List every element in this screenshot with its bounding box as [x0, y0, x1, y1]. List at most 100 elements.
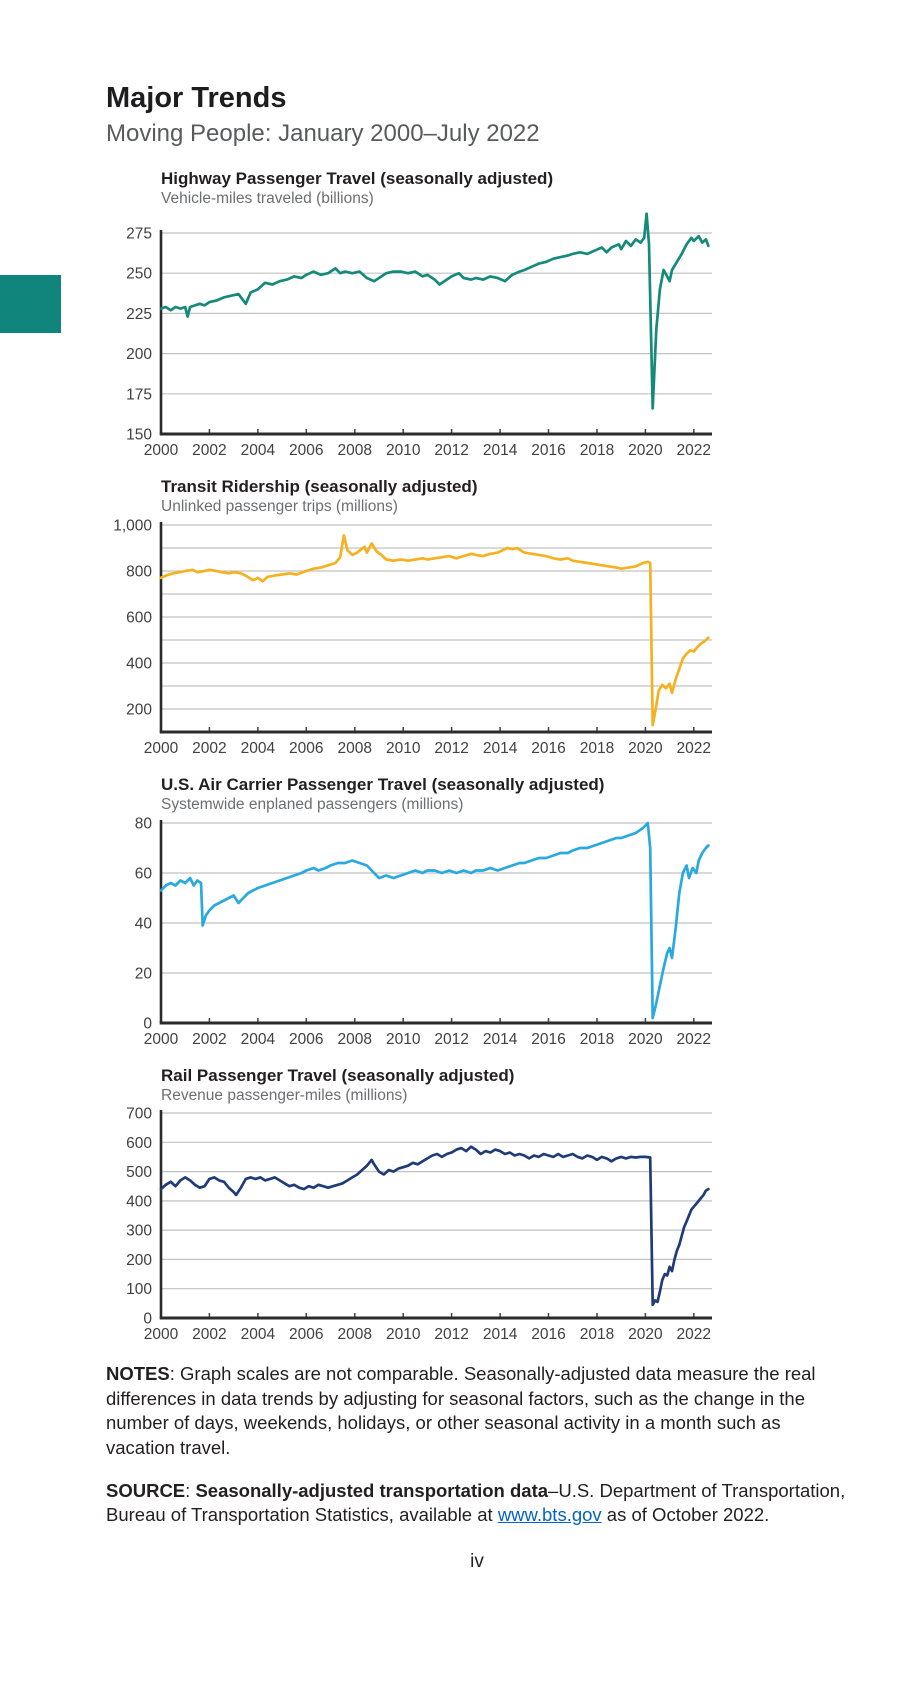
- page-subtitle: Moving People: January 2000–July 2022: [106, 120, 540, 147]
- svg-text:2014: 2014: [483, 442, 518, 459]
- svg-text:2002: 2002: [192, 442, 226, 459]
- transit-chart-plot: 1,000 800 600 400 200 2000 2002 2004 2006 2008 201…: [113, 517, 712, 757]
- svg-text:250: 250: [126, 266, 152, 283]
- svg-text:40: 40: [135, 915, 153, 932]
- notes-label: NOTES: [106, 1363, 170, 1385]
- svg-text:175: 175: [126, 386, 152, 403]
- svg-text:2010: 2010: [386, 1326, 421, 1343]
- svg-text:2022: 2022: [677, 1031, 711, 1048]
- svg-text:200: 200: [126, 346, 152, 363]
- svg-text:2012: 2012: [434, 1031, 468, 1048]
- svg-text:2006: 2006: [289, 442, 323, 459]
- highway-chart-title: Highway Passenger Travel (seasonally adj…: [161, 169, 554, 188]
- svg-text:2016: 2016: [531, 442, 565, 459]
- air-chart-ylabel: Systemwide enplaned passengers (millions…: [161, 795, 464, 813]
- page-number: iv: [470, 1551, 484, 1573]
- source-bold-title: Seasonally-adjusted transportation data: [195, 1479, 549, 1501]
- svg-text:400: 400: [126, 655, 152, 672]
- rail-chart-title: Rail Passenger Travel (seasonally adjust…: [161, 1065, 515, 1085]
- svg-text:2002: 2002: [192, 1031, 226, 1048]
- transit-chart-ylabel: Unlinked passenger trips (millions): [161, 498, 398, 516]
- svg-text:2000: 2000: [144, 1031, 179, 1048]
- svg-text:2012: 2012: [434, 1326, 468, 1343]
- svg-text:800: 800: [126, 563, 152, 580]
- source-tail: as of October 2022.: [601, 1503, 770, 1525]
- source-paragraph: SOURCE: Seasonally-adjusted transportati…: [106, 1479, 848, 1528]
- notes-text: : Graph scales are not comparable. Seaso…: [106, 1363, 816, 1458]
- svg-text:2004: 2004: [241, 1031, 276, 1048]
- svg-text:2006: 2006: [289, 1326, 323, 1343]
- svg-text:2010: 2010: [386, 442, 421, 459]
- svg-text:2018: 2018: [580, 442, 614, 459]
- svg-text:100: 100: [126, 1282, 152, 1299]
- svg-text:2016: 2016: [531, 1031, 565, 1048]
- page-title: Major Trends: [106, 82, 287, 114]
- svg-text:2008: 2008: [338, 442, 372, 459]
- svg-text:2000: 2000: [144, 1326, 179, 1343]
- svg-text:500: 500: [126, 1164, 152, 1181]
- svg-text:2018: 2018: [580, 1031, 614, 1048]
- svg-text:2016: 2016: [531, 1326, 565, 1343]
- svg-text:60: 60: [135, 865, 153, 882]
- svg-text:20: 20: [135, 965, 153, 982]
- charts-section: Highway Passenger Travel (seasonally adj…: [106, 168, 848, 1348]
- svg-text:150: 150: [126, 426, 152, 443]
- svg-text:2014: 2014: [483, 1031, 518, 1048]
- svg-text:2020: 2020: [628, 740, 663, 757]
- svg-text:2020: 2020: [628, 1326, 663, 1343]
- svg-text:80: 80: [135, 815, 153, 832]
- svg-text:200: 200: [126, 1252, 152, 1269]
- svg-text:400: 400: [126, 1194, 152, 1211]
- transit-chart-title: Transit Ridership (seasonally adjusted): [161, 476, 478, 496]
- svg-text:2000: 2000: [144, 442, 179, 459]
- transit-chart: Transit Ridership (seasonally adjusted) …: [106, 476, 848, 762]
- svg-text:2002: 2002: [192, 1326, 226, 1343]
- section-accent-tab: [0, 275, 61, 333]
- svg-text:2020: 2020: [628, 1031, 663, 1048]
- rail-chart-ylabel: Revenue passenger-miles (millions): [161, 1086, 408, 1104]
- svg-text:2010: 2010: [386, 740, 421, 757]
- svg-text:0: 0: [143, 1311, 152, 1328]
- svg-text:2014: 2014: [483, 1326, 518, 1343]
- svg-text:2006: 2006: [289, 1031, 323, 1048]
- svg-text:2012: 2012: [434, 740, 468, 757]
- svg-text:200: 200: [126, 701, 152, 718]
- svg-text:700: 700: [126, 1106, 152, 1123]
- svg-text:2018: 2018: [580, 740, 614, 757]
- svg-text:2022: 2022: [677, 1326, 711, 1343]
- page-content: Major Trends Moving People: January 2000…: [106, 82, 848, 1573]
- svg-text:2014: 2014: [483, 740, 518, 757]
- svg-text:2006: 2006: [289, 740, 323, 757]
- svg-text:275: 275: [126, 225, 152, 242]
- highway-chart: Highway Passenger Travel (seasonally adj…: [106, 168, 848, 464]
- svg-text:600: 600: [126, 1135, 152, 1152]
- svg-text:2012: 2012: [434, 442, 468, 459]
- source-sep: :: [185, 1479, 196, 1501]
- rail-chart: Rail Passenger Travel (seasonally adjust…: [106, 1065, 848, 1349]
- air-chart-title: U.S. Air Carrier Passenger Travel (seaso…: [161, 774, 605, 794]
- bts-gov-link[interactable]: www.bts.gov: [497, 1503, 602, 1525]
- svg-text:2004: 2004: [241, 1326, 276, 1343]
- svg-text:600: 600: [126, 609, 152, 626]
- highway-chart-ylabel: Vehicle-miles traveled (billions): [161, 190, 374, 208]
- source-label: SOURCE: [106, 1479, 186, 1501]
- svg-text:1,000: 1,000: [113, 517, 152, 534]
- svg-text:0: 0: [143, 1015, 152, 1032]
- air-chart: U.S. Air Carrier Passenger Travel (seaso…: [106, 774, 848, 1053]
- svg-text:2002: 2002: [192, 740, 226, 757]
- svg-text:2022: 2022: [677, 442, 711, 459]
- svg-text:2010: 2010: [386, 1031, 421, 1048]
- svg-text:2022: 2022: [677, 740, 711, 757]
- svg-text:2008: 2008: [338, 1031, 372, 1048]
- svg-text:2000: 2000: [144, 740, 179, 757]
- svg-text:2004: 2004: [241, 740, 276, 757]
- svg-text:2008: 2008: [338, 740, 372, 757]
- source-text: –U.S. Department of Transportation, Bure…: [106, 1479, 846, 1525]
- svg-text:2004: 2004: [241, 442, 276, 459]
- svg-text:300: 300: [126, 1223, 152, 1240]
- svg-text:2008: 2008: [338, 1326, 372, 1343]
- notes-paragraph: NOTES: Graph scales are not comparable. …: [106, 1362, 848, 1460]
